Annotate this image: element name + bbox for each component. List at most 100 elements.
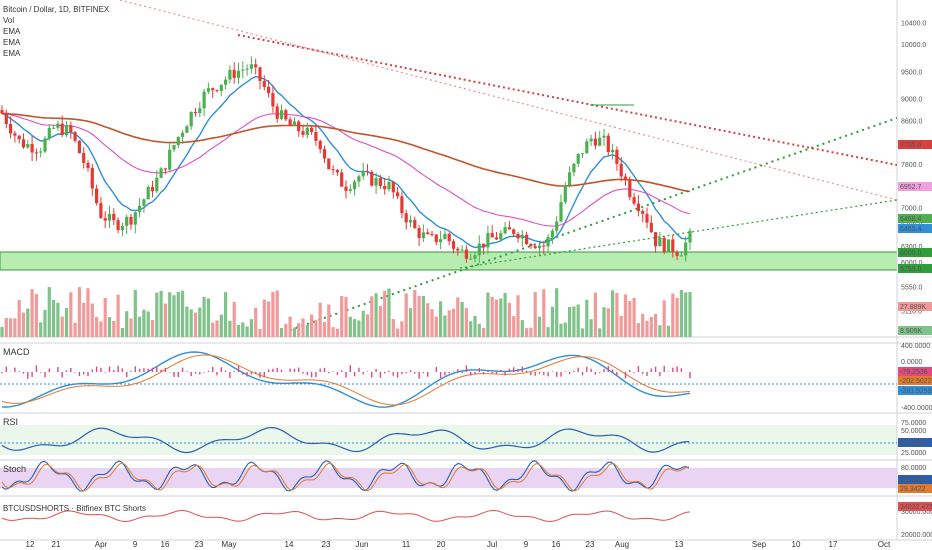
volume-bar	[133, 289, 137, 337]
candle-body	[649, 222, 653, 233]
volume-bar	[374, 293, 378, 337]
time-tick-label-0: 12	[26, 540, 35, 549]
volume-bar	[649, 316, 653, 337]
macd-tag-label-2: -281.9259	[900, 388, 932, 395]
candle-body	[279, 110, 284, 119]
price-tick-label-4: 8600.0	[901, 118, 923, 125]
volume-bar	[361, 310, 365, 337]
candle-body	[684, 242, 688, 256]
price-tag-bg-3	[898, 224, 932, 233]
volume-bar	[404, 293, 408, 337]
volume-bar	[421, 295, 425, 337]
volume-bar	[322, 322, 327, 337]
volume-bar	[671, 293, 675, 337]
volume-bar	[314, 320, 318, 337]
candle-body	[434, 234, 438, 243]
volume-bar	[21, 312, 26, 337]
volume-bar	[684, 292, 688, 337]
volume-bar	[482, 327, 486, 337]
candle-body	[550, 230, 554, 238]
candle-body	[275, 106, 279, 119]
ema-slow-line	[1, 112, 691, 193]
volume-bar	[460, 302, 464, 337]
candle-body	[396, 192, 400, 197]
stoch-tick-0: 80.0000	[901, 465, 926, 472]
macd-tag-bg-2	[898, 386, 932, 395]
candle-body	[417, 228, 421, 238]
price-tick-label-3: 9000.0	[901, 97, 923, 104]
volume-bar	[365, 314, 370, 337]
candle-body	[606, 135, 610, 153]
volume-bar	[206, 298, 210, 337]
time-tick-label-15: 23	[586, 540, 595, 549]
volume-bar	[628, 301, 632, 337]
candle-body	[391, 181, 395, 193]
candle-body	[193, 112, 198, 114]
price-tick-label-12: 5550.0	[901, 285, 923, 292]
volume-bar	[430, 309, 434, 337]
candle-body	[348, 189, 352, 191]
time-axis[interactable]: 12 21 Apr 9 16 23 May 14 23 Jun 11 20 Jul 9 16 23 Aug 13 S…	[26, 540, 891, 549]
candle-body	[507, 227, 511, 230]
volume-bar	[520, 320, 524, 337]
volume-bar	[34, 293, 38, 337]
candle-body	[469, 258, 473, 260]
green-trendline-faint	[459, 199, 898, 269]
macd-tick-2: -400.0000	[901, 405, 932, 412]
price-tag-label-1: 6952.7	[900, 184, 922, 191]
trend-lines[interactable]	[119, 0, 898, 331]
volume-bar	[17, 299, 21, 337]
candle-body	[43, 138, 47, 152]
candle-body	[228, 69, 232, 80]
volume-bar	[447, 310, 451, 337]
time-tick-label-14: 16	[552, 540, 561, 549]
candle-body	[155, 177, 159, 192]
volume-bar	[138, 316, 142, 337]
time-tick-label-11: 20	[437, 540, 446, 549]
volume-bar	[417, 296, 421, 337]
volume-bar	[580, 328, 585, 337]
time-tick-label-17: 13	[675, 540, 684, 549]
candle-body	[77, 140, 81, 154]
macd-title: MACD	[3, 347, 30, 357]
volume-bar	[658, 325, 662, 337]
candle-body	[86, 162, 90, 168]
volume-bar	[559, 323, 563, 337]
candle-body	[322, 149, 327, 159]
candle-body	[314, 131, 318, 141]
volume-bar	[4, 317, 8, 337]
candle-body	[125, 216, 129, 226]
volume-bar	[546, 327, 550, 337]
price-tag-label-5: 5759.0	[900, 266, 922, 273]
volume-bar	[125, 311, 129, 337]
time-tick-label-19: 10	[792, 540, 801, 549]
candle-body	[439, 239, 443, 243]
candle-body	[142, 199, 146, 206]
candle-body	[56, 123, 60, 128]
volume-bar	[215, 320, 219, 337]
candle-body	[292, 121, 296, 127]
rsi-band	[0, 425, 897, 455]
volume-bar	[193, 312, 198, 337]
volume-bar	[593, 292, 597, 337]
candle-body	[408, 219, 413, 223]
volume-bar	[391, 318, 395, 337]
volume-bar	[241, 322, 245, 337]
time-tick-label-21: Oct	[878, 540, 891, 549]
candle-body	[301, 131, 305, 135]
volume-bar	[641, 313, 645, 337]
candle-body	[189, 112, 193, 127]
volume-bar	[176, 291, 180, 337]
candle-body	[236, 70, 241, 78]
volume-bar	[52, 299, 56, 337]
price-axis[interactable]: 10400.010000.09500.09000.08600.08200.078…	[898, 20, 932, 539]
symbol-title: Bitcoin / Dollar, 1D, BITFINEX	[3, 5, 110, 14]
candle-body	[623, 176, 628, 181]
candle-body	[21, 139, 26, 148]
volume-bar	[662, 300, 666, 337]
candle-body	[671, 239, 675, 253]
volume-bar	[542, 289, 546, 337]
volume-bar	[26, 308, 30, 337]
volume-bar	[288, 316, 292, 337]
